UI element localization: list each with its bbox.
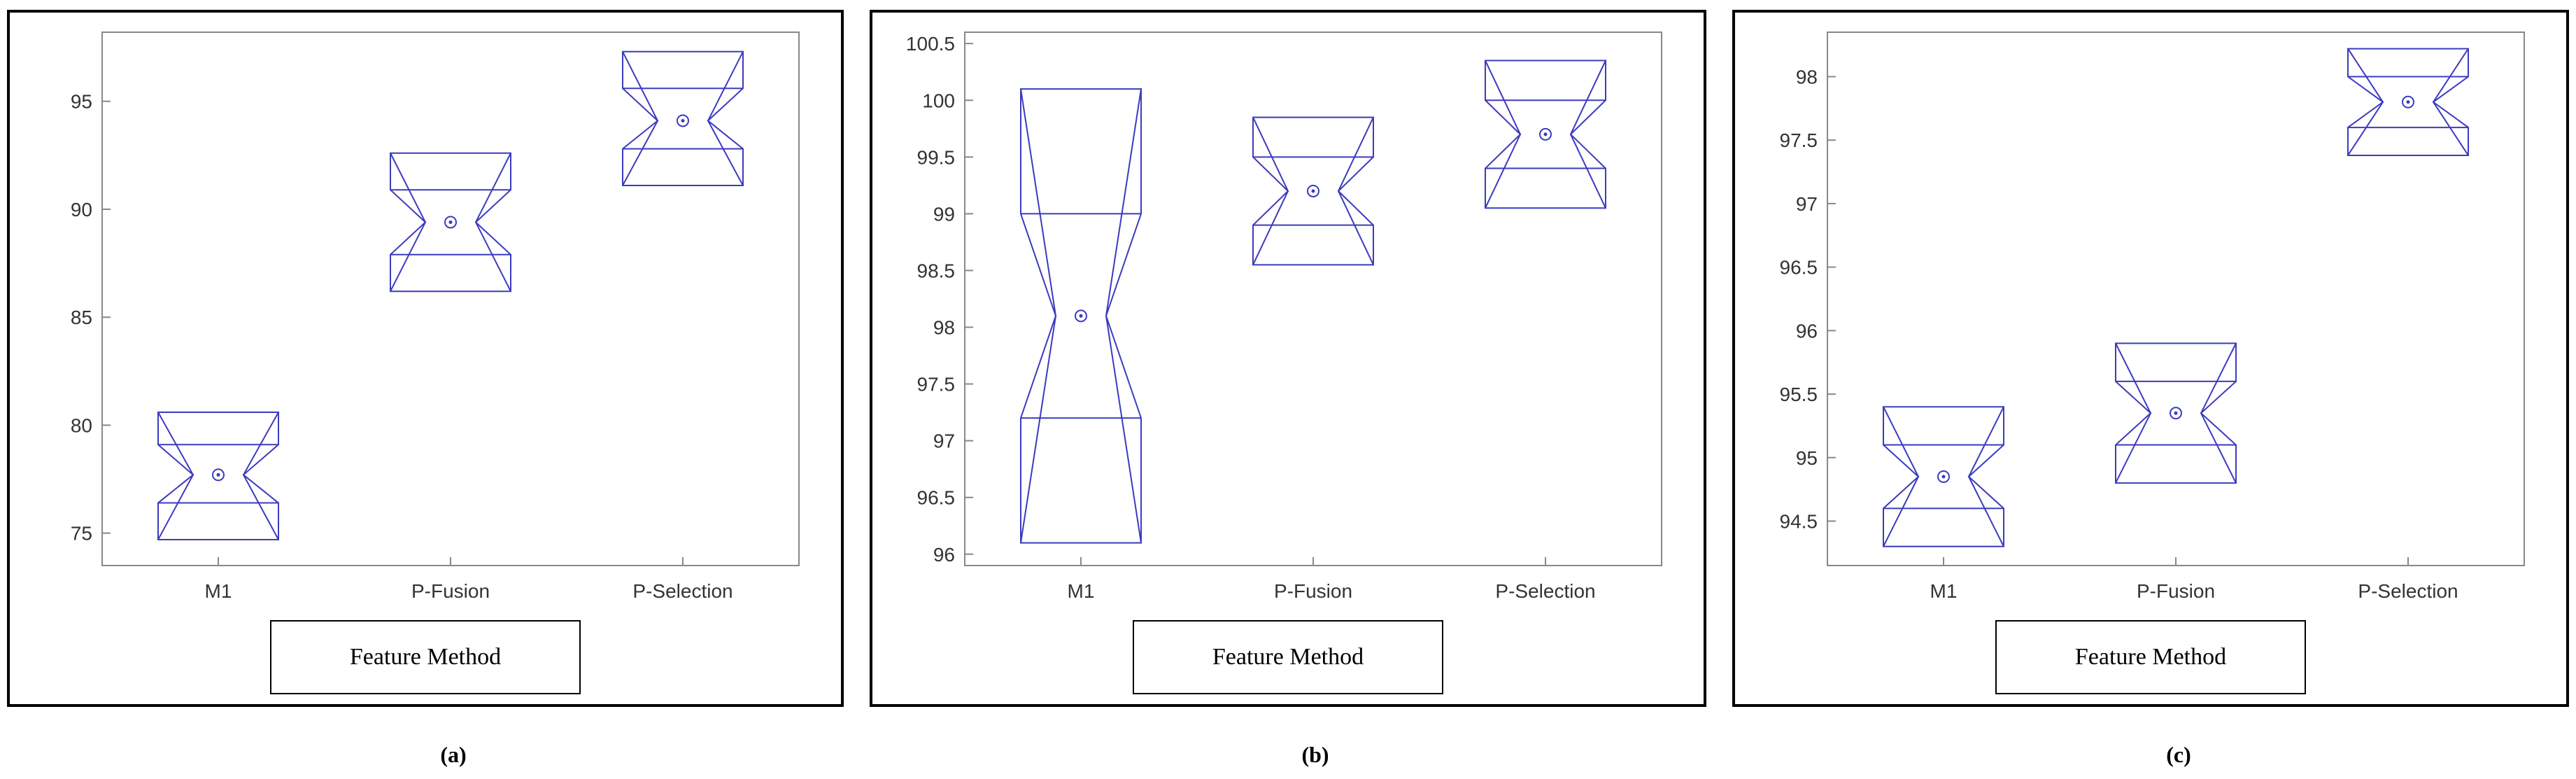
chart-c-ytick-label: 96 bbox=[1796, 320, 1818, 342]
chart-b-plot: 96 96.5 97 97.5 98 98.5 99 99.5 100 100.5 M1 P-Fusi… bbox=[906, 31, 1662, 602]
chart-b-ytick-label: 99.5 bbox=[917, 146, 956, 168]
chart-b-median-marker bbox=[1539, 127, 1552, 141]
chart-b-ytick-label: 100 bbox=[922, 90, 955, 111]
chart-panel-c: 94.5 95 95.5 96 96.5 97 97.5 98 M1 P-Fusion P-Sele… bbox=[1732, 10, 2569, 707]
chart-b-caption: (b) bbox=[1301, 742, 1329, 767]
chart-a-ytick-label: 80 bbox=[71, 414, 92, 436]
chart-b-xtick-label: P-Selection bbox=[1495, 580, 1595, 602]
chart-b-ytick-label: 100.5 bbox=[906, 33, 955, 55]
chart-c-ytick-label: 96.5 bbox=[1780, 257, 1818, 279]
chart-c-median-marker bbox=[2170, 407, 2182, 420]
chart-a-median-marker bbox=[677, 114, 689, 127]
chart-b-ytick-label: 97.5 bbox=[917, 374, 956, 395]
chart-c-ytick-label: 95 bbox=[1796, 447, 1818, 469]
chart-b-box-m1 bbox=[1020, 88, 1142, 544]
chart-a-box-m1 bbox=[157, 411, 279, 540]
chart-c-caption: (c) bbox=[2166, 742, 2191, 767]
chart-a-ytick-label: 90 bbox=[71, 199, 92, 220]
chart-c-xlabel: Feature Method bbox=[1995, 620, 2306, 694]
chart-c-xtick-label: M1 bbox=[1930, 580, 1958, 602]
chart-b-ytick-label: 97 bbox=[933, 430, 955, 452]
chart-b-median-marker bbox=[1075, 309, 1087, 323]
chart-c-plot: 94.5 95 95.5 96 96.5 97 97.5 98 M1 P-Fusion P-Sele… bbox=[1780, 31, 2525, 602]
chart-b-box-p-selection bbox=[1485, 59, 1606, 209]
chart-c-ytick-label: 95.5 bbox=[1780, 384, 1818, 405]
chart-b-ytick-label: 98 bbox=[933, 317, 955, 339]
chart-a-xlabel: Feature Method bbox=[270, 620, 581, 694]
chart-b-xtick-label: P-Fusion bbox=[1274, 580, 1352, 602]
chart-a-xtick-label: P-Fusion bbox=[411, 580, 490, 602]
chart-a-xtick-label: P-Selection bbox=[632, 580, 733, 602]
chart-panel-a: 75 80 85 90 95 M1 P-Fusion P-Selection Feature … bbox=[7, 10, 844, 707]
chart-b-median-marker bbox=[1307, 184, 1319, 197]
chart-c-median-marker bbox=[2402, 95, 2414, 108]
chart-b-ytick-label: 98.5 bbox=[917, 260, 956, 281]
chart-a-ytick-label: 75 bbox=[71, 523, 92, 545]
chart-a-ytick-label: 95 bbox=[71, 91, 92, 113]
chart-c-median-marker bbox=[1937, 470, 1950, 483]
chart-b-xlabel: Feature Method bbox=[1133, 620, 1443, 694]
chart-b-axes-frame bbox=[964, 31, 1662, 566]
chart-b-box-p-fusion bbox=[1252, 116, 1374, 266]
chart-a-box-p-selection bbox=[622, 50, 744, 187]
chart-a-caption: (a) bbox=[440, 742, 467, 767]
chart-b-ytick-label: 99 bbox=[933, 203, 955, 225]
chart-b-ytick-label: 96 bbox=[933, 544, 955, 566]
chart-a-plot: 75 80 85 90 95 M1 P-Fusion P-Selection bbox=[71, 31, 800, 602]
chart-a-xtick-label: M1 bbox=[205, 580, 232, 602]
chart-b-ytick-label: 96.5 bbox=[917, 487, 956, 509]
chart-a-axes-frame bbox=[101, 31, 800, 566]
chart-c-box-p-selection bbox=[2347, 48, 2469, 156]
chart-c-xtick-label: P-Fusion bbox=[2137, 580, 2215, 602]
chart-c-axes-frame bbox=[1827, 31, 2525, 566]
chart-a-box-p-fusion bbox=[390, 152, 511, 293]
chart-a-median-marker bbox=[444, 216, 457, 229]
chart-c-ytick-label: 97.5 bbox=[1780, 129, 1818, 151]
chart-panel-b: 96 96.5 97 97.5 98 98.5 99 99.5 100 100.5 M1 P-Fusi… bbox=[870, 10, 1706, 707]
chart-c-ytick-label: 94.5 bbox=[1780, 511, 1818, 533]
chart-c-ytick-label: 98 bbox=[1796, 66, 1818, 88]
chart-c-xtick-label: P-Selection bbox=[2358, 580, 2458, 602]
chart-c-box-p-fusion bbox=[2115, 342, 2237, 484]
chart-c-box-m1 bbox=[1883, 406, 2004, 547]
chart-a-ytick-label: 85 bbox=[71, 307, 92, 328]
chart-b-xtick-label: M1 bbox=[1068, 580, 1095, 602]
chart-c-ytick-label: 97 bbox=[1796, 193, 1818, 215]
chart-a-median-marker bbox=[212, 468, 225, 482]
